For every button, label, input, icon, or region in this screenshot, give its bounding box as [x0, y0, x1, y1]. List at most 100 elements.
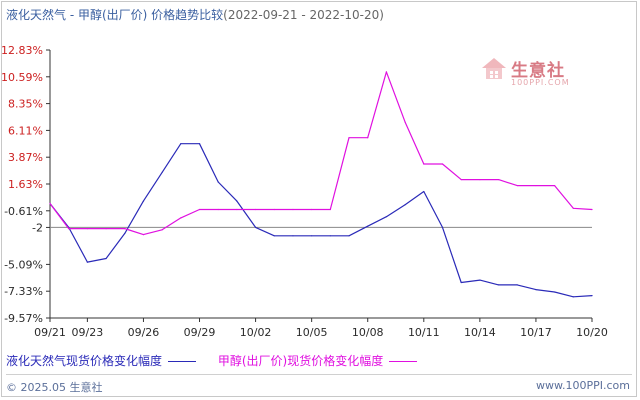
x-axis-ticks: 09/21 09/23 09/26 09/29 10/02 10/05 10/08 10/11…: [34, 318, 608, 339]
data-point-lng: [460, 281, 462, 284]
y-tick-label: 12.83%: [1, 44, 43, 57]
data-point-lng: [254, 226, 257, 229]
x-tick-label: 10/05: [296, 326, 328, 339]
data-point-lng: [311, 235, 313, 237]
x-tick-label: 10/02: [240, 326, 272, 339]
data-point-lng: [441, 226, 444, 229]
series-line-lng: [49, 143, 593, 298]
data-point-lng: [142, 200, 145, 202]
data-point-lng: [236, 200, 238, 202]
watermark-url: 100PPI.COM: [511, 78, 570, 87]
x-tick-label: 10/11: [408, 326, 440, 339]
chart-title-range: (2022-09-21 - 2022-10-20): [223, 8, 384, 22]
x-tick-label: 10/17: [520, 326, 552, 339]
data-point-methanol: [535, 184, 537, 187]
data-point-lng: [198, 143, 201, 145]
data-point-lng: [572, 296, 574, 298]
y-tick-label: -9.57%: [4, 312, 43, 325]
data-point-lng: [348, 235, 350, 237]
data-point-lng: [217, 181, 219, 183]
y-tick-label: 10.59%: [1, 71, 43, 84]
data-point-methanol: [385, 71, 388, 73]
data-point-methanol: [142, 234, 145, 236]
legend-label-methanol: 甲醇(出厂价)现货价格变化幅度: [217, 354, 384, 368]
data-point-methanol: [198, 208, 201, 211]
data-point-lng: [479, 279, 481, 281]
legend-label-lng: 液化天然气现货价格变化幅度: [6, 354, 163, 368]
data-point-lng: [385, 216, 388, 218]
data-point-lng: [86, 261, 88, 263]
data-point-methanol: [236, 208, 238, 211]
data-point-lng: [273, 235, 275, 237]
data-point-methanol: [423, 163, 425, 165]
data-point-methanol: [348, 137, 350, 139]
data-point-lng: [591, 295, 593, 297]
y-tick-label: -0.61%: [4, 205, 43, 218]
data-point-lng: [554, 291, 556, 293]
data-point-methanol: [124, 228, 126, 230]
x-tick-label: 09/23: [72, 326, 104, 339]
data-point-methanol: [86, 228, 88, 230]
y-tick-label: 1.63%: [8, 178, 43, 191]
data-point-methanol: [441, 163, 444, 165]
data-point-methanol: [516, 184, 518, 187]
data-point-methanol: [68, 228, 70, 230]
chart-title: 液化天然气 - 甲醇(出厂价) 价格趋势比较(2022-09-21 - 2022…: [6, 6, 384, 23]
data-point-methanol: [329, 208, 331, 211]
data-point-methanol: [161, 229, 163, 231]
x-tick-label: 09/26: [128, 326, 160, 339]
data-point-methanol: [49, 202, 51, 205]
data-point-lng: [161, 171, 163, 173]
y-tick-label: -5.09%: [4, 258, 43, 271]
data-point-methanol: [217, 208, 219, 211]
watermark-logo: 生意社 100PPI.COM: [481, 54, 591, 94]
data-point-lng: [180, 143, 182, 145]
data-point-methanol: [273, 208, 275, 211]
legend-item-methanol: 甲醇(出厂价)现货价格变化幅度: [217, 352, 418, 369]
line-chart: 12.83% 10.59% 8.35% 6.11% 3.87% 1.63% -0.61% -2…: [1, 44, 608, 339]
chart-title-main: 液化天然气 - 甲醇(出厂价) 价格趋势比较: [6, 8, 224, 22]
data-point-methanol: [367, 137, 369, 139]
y-tick-label: -7.33%: [4, 285, 43, 298]
footer-copyright: © 2025.05 生意社: [6, 381, 103, 394]
data-point-methanol: [311, 208, 313, 211]
series-lines: [49, 71, 593, 298]
y-tick-label: 6.11%: [8, 124, 43, 137]
data-point-methanol: [572, 207, 574, 209]
legend: 液化天然气现货价格变化幅度 甲醇(出厂价)现货价格变化幅度: [6, 352, 435, 369]
x-tick-label: 10/14: [464, 326, 496, 339]
data-point-lng: [404, 204, 406, 206]
data-point-lng: [367, 225, 369, 227]
y-tick-label: -2: [32, 221, 43, 234]
data-point-methanol: [591, 208, 593, 211]
y-axis-ticks: 12.83% 10.59% 8.35% 6.11% 3.87% 1.63% -0.61% -2…: [1, 44, 50, 325]
footer-divider: [6, 374, 632, 375]
y-tick-label: 3.87%: [8, 151, 43, 164]
data-point-methanol: [554, 184, 556, 187]
data-point-methanol: [292, 208, 294, 211]
footer-site-link[interactable]: www.100PPI.com: [536, 379, 630, 392]
data-point-methanol: [105, 228, 107, 230]
axes: [49, 50, 592, 319]
data-point-methanol: [479, 178, 481, 181]
legend-swatch-methanol: [389, 361, 418, 362]
data-point-lng: [423, 190, 425, 193]
data-point-lng: [535, 289, 537, 291]
legend-swatch-lng: [168, 361, 197, 362]
data-point-methanol: [460, 178, 462, 181]
data-point-methanol: [180, 217, 182, 219]
x-tick-label: 10/08: [352, 326, 384, 339]
data-point-methanol: [254, 208, 257, 211]
data-point-methanol: [404, 121, 406, 123]
y-tick-label: 8.35%: [8, 98, 43, 111]
x-tick-label: 10/20: [576, 326, 608, 339]
series-line-methanol: [49, 71, 593, 236]
data-point-methanol: [497, 178, 500, 181]
watermark-name: 生意社: [511, 61, 565, 81]
data-point-lng: [105, 257, 107, 260]
data-point-lng: [516, 284, 518, 286]
x-tick-label: 09/29: [184, 326, 216, 339]
house-logo-icon: [482, 58, 506, 79]
legend-item-lng: 液化天然气现货价格变化幅度: [6, 352, 197, 369]
